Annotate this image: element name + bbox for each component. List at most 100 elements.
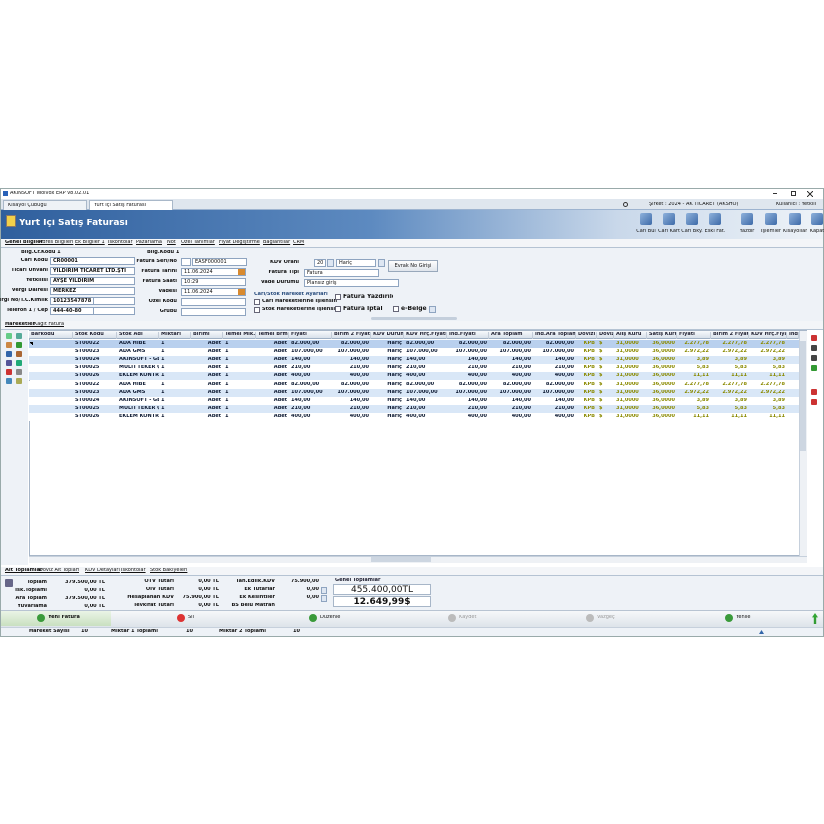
action-icon[interactable]: [177, 614, 185, 622]
column-header[interactable]: Barkodu: [29, 332, 73, 339]
tab-label[interactable]: Yurt İçi Satış Faturası: [94, 203, 146, 208]
extra-input[interactable]: [93, 297, 135, 305]
maximize-button[interactable]: [791, 191, 796, 196]
column-header[interactable]: Dövizi: [578, 332, 597, 339]
form-tab[interactable]: Adres Bilgileri: [39, 240, 74, 245]
action-button[interactable]: Yenile: [736, 615, 751, 620]
action-icon[interactable]: [448, 614, 456, 622]
checkbox[interactable]: [254, 307, 260, 313]
side-icon[interactable]: [6, 369, 12, 375]
column-header[interactable]: Miktarı: [159, 332, 191, 339]
field-input[interactable]: Fatura: [304, 269, 379, 277]
window-tab[interactable]: Yurt İçi Satış Faturası: [89, 200, 173, 210]
check-label[interactable]: Cari Hareketlerine İşlensin: [262, 299, 338, 304]
totals-tab[interactable]: İskontolar: [121, 568, 146, 573]
grid-side-icon[interactable]: [811, 389, 817, 395]
column-header[interactable]: Birim 2 Fiyatı: [713, 332, 749, 339]
form-tab[interactable]: Not: [167, 240, 176, 245]
calendar-button[interactable]: [238, 289, 245, 295]
column-header[interactable]: Fiyatı: [677, 332, 711, 339]
totals-tab[interactable]: Alt Toplamlar: [5, 568, 43, 573]
action-button[interactable]: Vazgeç: [597, 615, 615, 620]
grid-row[interactable]: [29, 380, 799, 389]
option-label[interactable]: Fatura Yazdırıldı: [343, 294, 393, 300]
column-header[interactable]: KDV Hrç.Fiyatı: [406, 332, 447, 339]
side-icon[interactable]: [6, 351, 12, 357]
option-label[interactable]: e-Belge: [401, 306, 427, 312]
field-input[interactable]: CR00001: [50, 257, 135, 265]
column-header[interactable]: Birim 2 Fiyatı: [334, 332, 371, 339]
column-header[interactable]: Temel Brm.: [258, 332, 289, 339]
form-tab[interactable]: Pazarlama: [136, 240, 162, 245]
field-input[interactable]: 20: [314, 259, 326, 267]
field-input[interactable]: [181, 298, 246, 306]
action-button[interactable]: Düzenle: [320, 615, 341, 620]
grid-tab[interactable]: Kağıt Fatura: [34, 322, 64, 327]
grid-row[interactable]: [29, 364, 799, 373]
toolbar-icon[interactable]: [765, 213, 777, 225]
form-tab[interactable]: Ek Bilgiler 1: [75, 240, 105, 245]
toolbar-icon[interactable]: [789, 213, 801, 225]
column-header[interactable]: Fiyatı: [289, 332, 332, 339]
dropdown-button[interactable]: [321, 595, 327, 602]
checkbox[interactable]: [335, 294, 341, 300]
column-header[interactable]: İnd.Ara Toplam: [535, 332, 576, 339]
option-label[interactable]: Fatura İptal: [343, 306, 383, 312]
field-input[interactable]: 10:29: [181, 278, 246, 286]
form-tab[interactable]: Bağlantılar: [263, 240, 291, 245]
side-icon[interactable]: [16, 378, 22, 384]
toolbar-icon[interactable]: [811, 213, 823, 225]
evrak-button[interactable]: Evrak No Girişi: [388, 260, 438, 272]
side-icon[interactable]: [6, 360, 12, 366]
form-tab[interactable]: Fiyat Değiştirme: [219, 240, 260, 245]
column-header[interactable]: Satış Kuru: [649, 332, 677, 339]
window-tab[interactable]: Kısayol Çubuğu: [3, 200, 87, 210]
field-input[interactable]: [181, 308, 246, 316]
check-label[interactable]: Stok Hareketlerine İşlensin: [262, 307, 339, 312]
toolbar-icon[interactable]: [741, 213, 753, 225]
tab-label[interactable]: Kısayol Çubuğu: [8, 203, 47, 208]
extra-input[interactable]: [93, 307, 135, 315]
checkbox[interactable]: [335, 306, 341, 312]
form-tab[interactable]: İskontolar: [108, 240, 133, 245]
column-header[interactable]: Alış Kuru: [614, 332, 647, 339]
toolbar-icon[interactable]: [663, 213, 675, 225]
column-header[interactable]: KDV Durumu: [371, 332, 404, 339]
dropdown-button[interactable]: [327, 259, 334, 267]
grid-row[interactable]: [29, 396, 799, 405]
column-header[interactable]: Ara Toplam: [489, 332, 533, 339]
action-icon[interactable]: [725, 614, 733, 622]
grid-row[interactable]: [29, 388, 799, 397]
totals-tab[interactable]: KDV Detayları: [85, 568, 120, 573]
side-icon[interactable]: [16, 351, 22, 357]
side-icon[interactable]: [6, 378, 12, 384]
toolbar-label[interactable]: Cari Bul: [636, 229, 656, 234]
close-button[interactable]: [807, 191, 813, 197]
grid-row[interactable]: [29, 356, 799, 365]
toolbar-label[interactable]: Kısayollar: [783, 229, 807, 234]
toolbar-label[interactable]: Yazdır: [739, 229, 755, 234]
action-icon[interactable]: [309, 614, 317, 622]
toolbar-label[interactable]: Cari Kart: [658, 229, 680, 234]
toolbar-label[interactable]: Cari Bky.: [681, 229, 703, 234]
field-input[interactable]: 11.06.2024: [181, 288, 246, 296]
form-tab[interactable]: Genel Bilgiler: [5, 240, 44, 245]
column-header[interactable]: Döviz: [599, 332, 614, 339]
grid-side-icon[interactable]: [811, 399, 817, 405]
grid-row[interactable]: [29, 348, 799, 357]
side-icon[interactable]: [16, 369, 22, 375]
column-header[interactable]: Stok Kodu: [73, 332, 117, 339]
grid-side-icon[interactable]: [811, 335, 817, 341]
column-header[interactable]: İnd.F: [789, 332, 799, 339]
grid-row[interactable]: [29, 412, 799, 421]
side-icon[interactable]: [16, 342, 22, 348]
toolbar-icon[interactable]: [640, 213, 652, 225]
grid-row[interactable]: [29, 340, 799, 348]
field-input[interactable]: Plansız giriş: [304, 279, 399, 287]
grid-side-icon[interactable]: [811, 365, 817, 371]
dropdown-button[interactable]: [321, 587, 327, 594]
grid-tab[interactable]: Hareketler: [5, 322, 35, 327]
column-header[interactable]: İnd.Fiyatı: [447, 332, 489, 339]
toolbar-icon[interactable]: [686, 213, 698, 225]
grid-side-icon[interactable]: [811, 355, 817, 361]
